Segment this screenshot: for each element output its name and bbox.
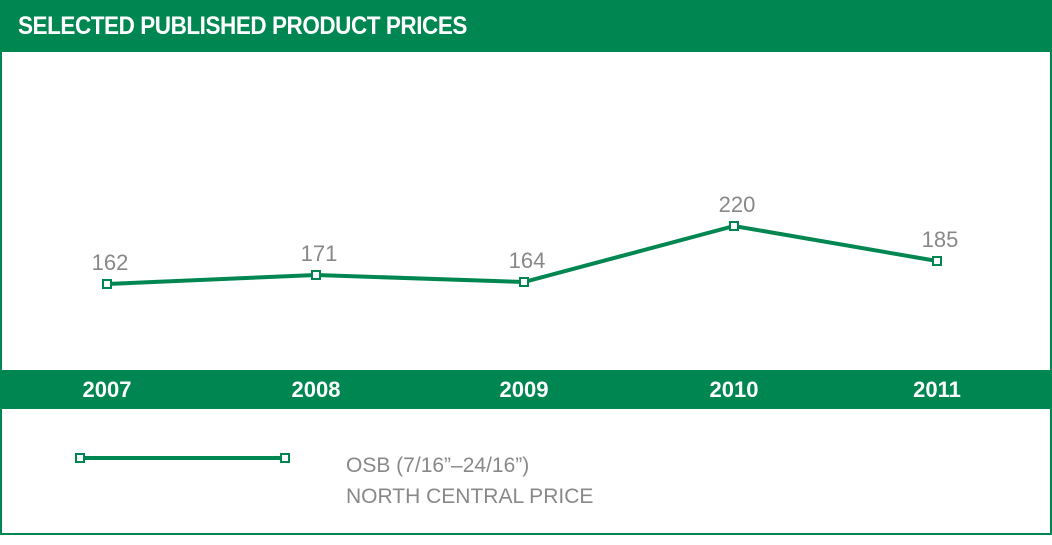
x-tick-label: 2011 <box>913 377 961 402</box>
data-label: 162 <box>92 250 129 275</box>
data-point <box>519 277 529 287</box>
data-point <box>729 221 739 231</box>
legend-label-line2: NORTH CENTRAL PRICE <box>346 485 594 508</box>
data-label: 220 <box>719 192 756 217</box>
legend-label-line1: OSB (7/16”–24/16”) <box>346 454 530 477</box>
data-point <box>311 270 321 280</box>
chart-title: SELECTED PUBLISHED PRODUCT PRICES <box>18 12 467 40</box>
header-bar: SELECTED PUBLISHED PRODUCT PRICES <box>0 0 1052 52</box>
data-label: 164 <box>509 248 546 273</box>
legend-marker <box>75 453 85 463</box>
x-tick-label: 2007 <box>82 377 132 402</box>
chart-frame <box>0 52 1052 535</box>
data-label: 171 <box>301 241 338 266</box>
x-tick-label: 2010 <box>709 377 759 402</box>
legend-marker <box>280 453 290 463</box>
data-label: 185 <box>922 227 959 252</box>
x-tick-label: 2008 <box>291 377 341 402</box>
legend: OSB (7/16”–24/16”) NORTH CENTRAL PRICE <box>346 450 593 512</box>
x-axis-band <box>0 370 1052 409</box>
x-tick-label: 2009 <box>499 377 549 402</box>
data-point <box>102 279 112 289</box>
data-point <box>932 256 942 266</box>
